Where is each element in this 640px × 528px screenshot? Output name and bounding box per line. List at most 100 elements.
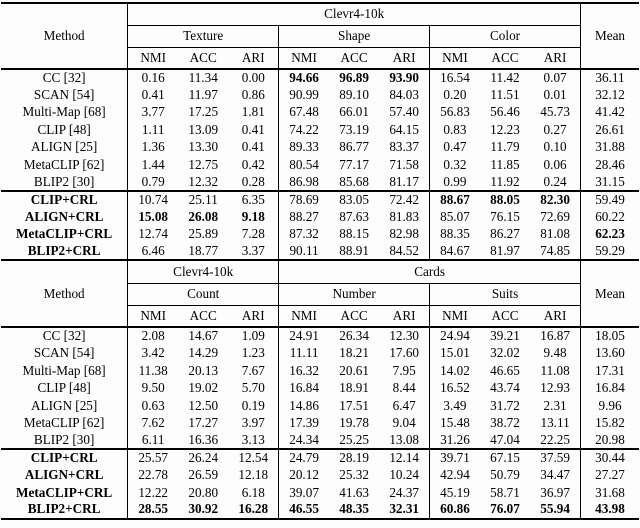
- value-cell: 1.36: [127, 138, 179, 156]
- value-cell: 84.03: [389, 87, 419, 103]
- value-cell: 71.58: [389, 156, 419, 172]
- value-cell: 90.99: [278, 86, 329, 104]
- method-cell: ALIGN+CRL: [24, 467, 104, 483]
- value-cell: 45.19: [429, 483, 480, 502]
- value-cell: 16.28: [238, 501, 269, 517]
- header-row-metrics: NMI ACC ARI NMI ACC ARI NMI ACC ARI: [1, 47, 639, 70]
- value-cell: 6.47: [392, 397, 416, 413]
- value-cell: 14.67: [188, 328, 219, 344]
- method-cell: SCAN [54]: [33, 87, 95, 103]
- results-table-1: Method Clevr4-10k Mean Texture Shape Color NMI…: [1, 2, 639, 262]
- value-cell: 57.40: [389, 104, 419, 120]
- value-cell: 7.67: [241, 362, 265, 378]
- mean-cell: 17.31: [580, 362, 639, 380]
- method-cell: Multi-Map [68]: [22, 104, 106, 120]
- value-cell: 30.92: [188, 501, 219, 517]
- value-cell: 1.09: [241, 328, 265, 344]
- value-cell: 11.51: [490, 87, 520, 103]
- results-table-2: Method Clevr4-10k Cards Mean Count Number Suit…: [1, 261, 639, 520]
- value-cell: 1.44: [127, 155, 179, 174]
- value-cell: 81.17: [389, 173, 419, 189]
- value-cell: 1.23: [241, 345, 265, 361]
- metric-header: NMI: [278, 305, 329, 329]
- value-cell: 73.19: [339, 121, 369, 137]
- value-cell: 46.65: [490, 362, 520, 378]
- metric-header: ARI: [379, 47, 430, 70]
- value-cell: 12.74: [127, 225, 179, 243]
- mean-cell: 59.49: [580, 189, 639, 209]
- value-cell: 85.68: [339, 173, 369, 189]
- value-cell: 72.42: [379, 189, 430, 209]
- header-row-datasets: Method Clevr4-10k Cards Mean: [1, 261, 639, 329]
- mean-cell: 30.44: [580, 448, 639, 467]
- mean-cell: 9.96: [580, 396, 639, 415]
- value-cell: 3.42: [127, 344, 179, 363]
- value-cell: 88.05: [479, 189, 531, 209]
- mean-cell: 31.15: [580, 173, 639, 191]
- value-cell: 0.42: [241, 156, 265, 172]
- value-cell: 22.78: [127, 466, 179, 484]
- value-cell: 12.54: [228, 448, 279, 467]
- value-cell: 83.37: [389, 139, 419, 155]
- section-baselines: CC [32] 0.16 11.34 0.00 94.66 96.89 93.90 16.54…: [1, 69, 639, 191]
- value-cell: 24.79: [278, 448, 329, 467]
- value-cell: 3.13: [241, 431, 265, 447]
- value-cell: 88.15: [339, 226, 369, 242]
- table-row: CLIP+CRL 25.57 26.24 12.54 24.79 28.19 12.14 39…: [1, 448, 639, 467]
- value-cell: 58.71: [490, 484, 520, 500]
- value-cell: 26.59: [188, 467, 219, 483]
- section-crl: CLIP+CRL 25.57 26.24 12.54 24.79 28.19 12.14 39…: [1, 448, 639, 519]
- value-cell: 76.07: [490, 501, 520, 517]
- table-row: CC [32] 2.08 14.67 1.09 24.91 26.34 12.30 24.94…: [1, 327, 639, 345]
- method-cell: CLIP+CRL: [1, 189, 128, 209]
- value-cell: 64.15: [389, 121, 419, 137]
- metric-header: ARI: [530, 305, 581, 329]
- value-cell: 86.27: [490, 226, 520, 242]
- method-cell: Multi-Map [68]: [22, 362, 106, 378]
- value-cell: 18.21: [339, 345, 369, 361]
- table-row: CLIP+CRL 10.74 25.11 6.35 78.69 83.05 72.42 88.…: [1, 189, 639, 209]
- value-cell: 11.42: [490, 70, 520, 86]
- value-cell: 0.63: [127, 396, 179, 415]
- metric-header: ARI: [379, 305, 430, 329]
- mean-cell: 15.82: [580, 414, 639, 432]
- value-cell: 9.48: [543, 345, 567, 361]
- method-cell: BLIP2+CRL: [27, 501, 101, 517]
- value-cell: 34.47: [540, 467, 570, 483]
- table-row: ALIGN [25] 1.36 13.30 0.41 89.33 86.77 83.37 0.…: [1, 138, 639, 156]
- mean-cell: 16.84: [580, 379, 639, 397]
- value-cell: 17.51: [339, 397, 369, 413]
- value-cell: 25.32: [339, 467, 369, 483]
- value-cell: 89.10: [339, 87, 369, 103]
- value-cell: 74.85: [540, 243, 570, 259]
- table-row: ALIGN+CRL 22.78 26.59 12.18 20.12 25.32 10.24 4…: [1, 466, 639, 484]
- mean-cell: 18.05: [580, 327, 639, 345]
- value-cell: 66.01: [339, 104, 369, 120]
- value-cell: 96.89: [339, 70, 369, 86]
- table-row: BLIP2+CRL 6.46 18.77 3.37 90.11 88.91 84.52 84.…: [1, 242, 639, 261]
- metric-header: ARI: [228, 47, 279, 70]
- value-cell: 31.72: [490, 397, 520, 413]
- method-cell: BLIP2 [30]: [33, 173, 95, 189]
- value-cell: 50.79: [490, 467, 520, 483]
- value-cell: 39.71: [429, 448, 480, 467]
- method-cell: CC [32]: [42, 70, 86, 86]
- table-row: MetaCLIP [62] 1.44 12.75 0.42 80.54 77.17 71.5…: [1, 155, 639, 174]
- value-cell: 74.22: [278, 121, 329, 139]
- value-cell: 81.97: [490, 243, 520, 259]
- value-cell: 12.75: [188, 156, 219, 172]
- value-cell: 25.25: [339, 431, 369, 447]
- value-cell: 88.35: [429, 225, 480, 243]
- value-cell: 0.20: [429, 86, 480, 104]
- value-cell: 39.21: [490, 328, 520, 344]
- value-cell: 78.69: [278, 189, 329, 209]
- table-row: BLIP2 [30] 6.11 16.36 3.13 24.34 25.25 13.08 31…: [1, 431, 639, 450]
- method-cell: MetaCLIP+CRL: [16, 484, 113, 500]
- value-cell: 24.37: [389, 484, 419, 500]
- table-row: ALIGN+CRL 15.08 26.08 9.18 88.27 87.63 81.83 85…: [1, 208, 639, 226]
- dataset-span-header: Clevr4-10k: [127, 3, 581, 26]
- value-cell: 11.08: [540, 362, 570, 378]
- value-cell: 7.28: [241, 226, 265, 242]
- value-cell: 89.33: [278, 138, 329, 156]
- value-cell: 80.54: [278, 155, 329, 174]
